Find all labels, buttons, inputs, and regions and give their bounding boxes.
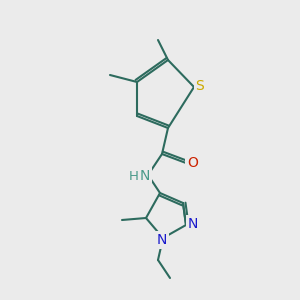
Text: N: N [157,233,167,247]
Text: O: O [188,156,198,170]
Text: H: H [129,169,139,182]
Text: N: N [188,217,198,231]
Text: S: S [196,79,204,93]
Text: N: N [140,169,150,183]
